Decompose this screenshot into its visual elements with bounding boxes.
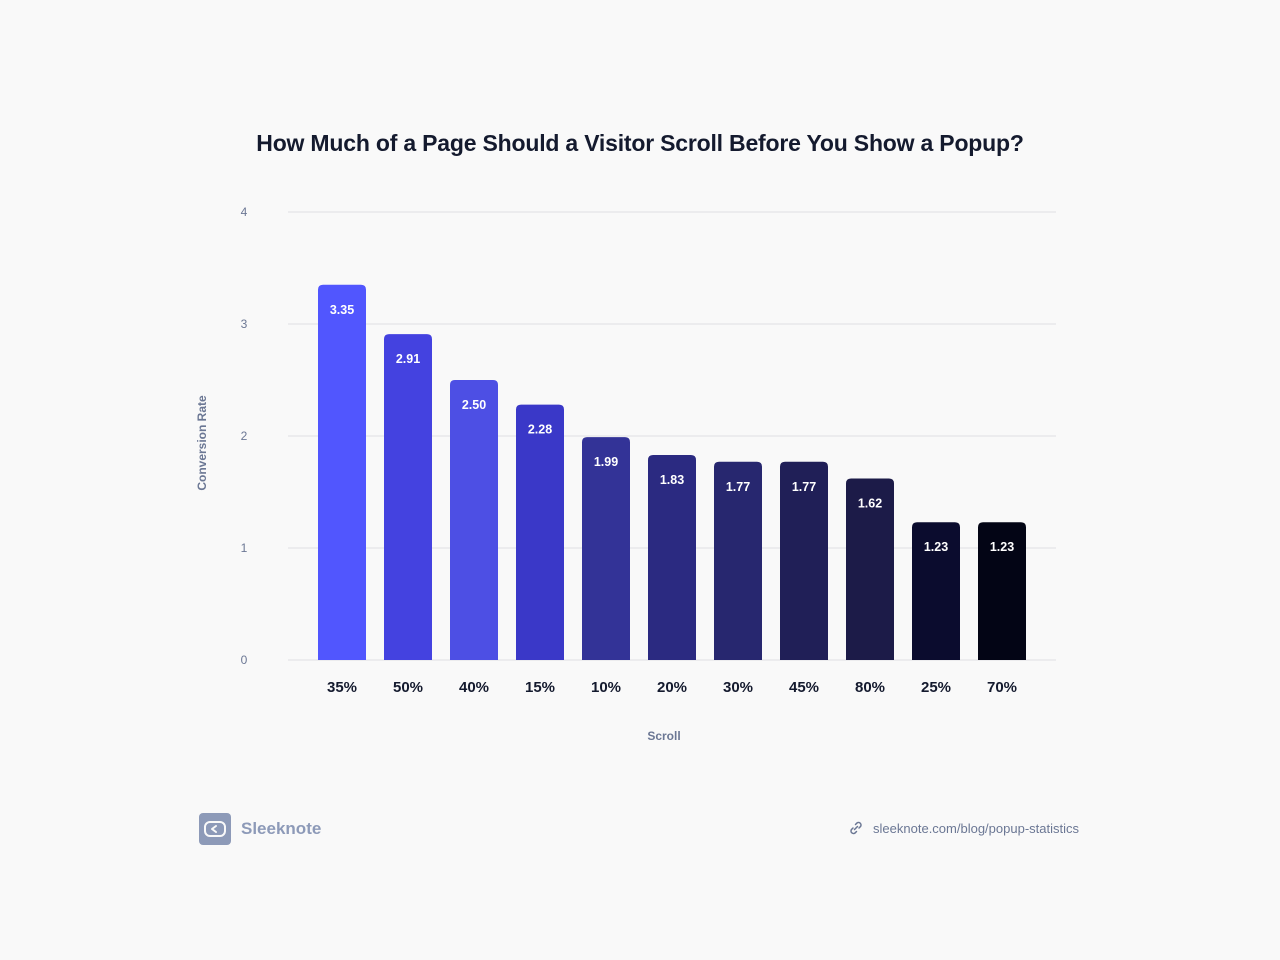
bar-value-label: 1.62 [858,497,882,511]
x-tick-label: 70% [987,679,1017,696]
bar-value-label: 1.77 [726,480,750,494]
source-link[interactable]: sleeknote.com/blog/popup-statistics [848,820,1079,836]
x-tick-label: 80% [855,679,885,696]
y-tick-label: 0 [241,653,248,667]
bar-45-percent [780,461,828,660]
bar-value-label: 1.23 [990,540,1014,554]
bar-value-label: 1.77 [792,480,816,494]
x-tick-label: 45% [789,679,819,696]
brand-name: Sleeknote [241,819,322,838]
x-axis-label: Scroll [647,729,680,743]
bars: 3.35 2.91 2.50 2.28 1.99 1.83 1.77 1.77 1.62 1.23… [318,284,1026,660]
bar-value-label: 3.35 [330,303,354,317]
bar-value-label: 2.91 [396,352,420,366]
bar-50-percent [384,334,432,660]
x-tick-label: 35% [327,679,357,696]
bar-25-percent [912,522,960,660]
bar-value-label: 2.28 [528,423,552,437]
bar-30-percent [714,461,762,660]
bar-15-percent [516,404,564,660]
x-tick-label: 10% [591,679,621,696]
x-tick-label: 50% [393,679,423,696]
x-axis-ticks: 35% 50% 40% 15% 10% 20% 30% 45% 80% 25% 70% [327,679,1017,696]
y-tick-label: 4 [241,205,248,219]
sleeknote-logo-icon [199,813,231,845]
footer-brand: Sleeknote [199,813,321,845]
bar-80-percent [846,478,894,660]
bar-40-percent [450,380,498,660]
bar-35-percent [318,284,366,660]
bar-70-percent [978,522,1026,660]
x-tick-label: 20% [657,679,687,696]
x-tick-label: 40% [459,679,489,696]
y-axis-label: Conversion Rate [195,395,209,491]
link-icon [848,820,864,836]
x-tick-label: 30% [723,679,753,696]
y-tick-label: 3 [241,317,248,331]
bar-value-label: 1.23 [924,540,948,554]
y-tick-label: 1 [241,541,248,555]
source-url[interactable]: sleeknote.com/blog/popup-statistics [873,820,1079,836]
bar-10-percent [582,437,630,660]
chart-title: How Much of a Page Should a Visitor Scro… [256,130,1024,156]
x-tick-label: 15% [525,679,555,696]
y-axis-ticks: 0 1 2 3 4 [241,205,248,667]
bar-20-percent [648,455,696,660]
bar-value-label: 1.83 [660,473,684,487]
bar-value-label: 2.50 [462,398,486,412]
x-tick-label: 25% [921,679,951,696]
y-tick-label: 2 [241,429,248,443]
bar-value-label: 1.99 [594,455,618,469]
